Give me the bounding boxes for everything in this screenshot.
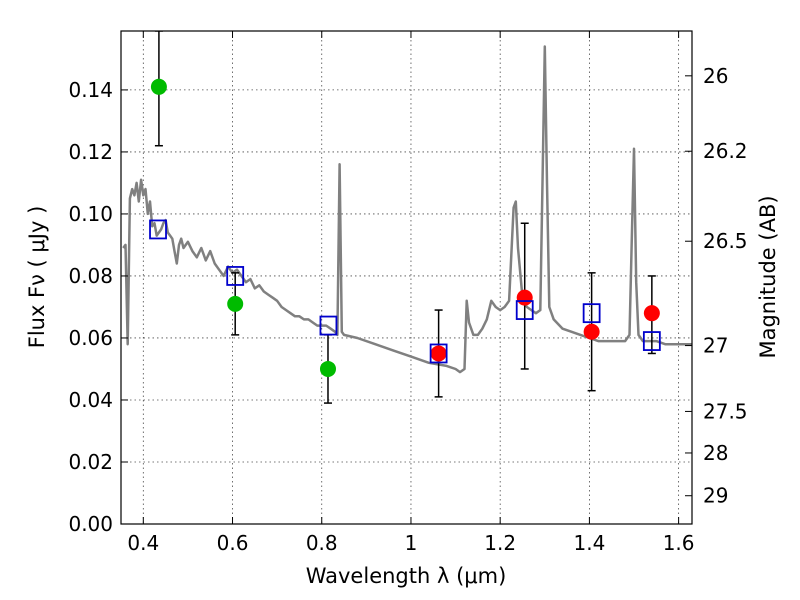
x-tick-label: 0.6 <box>217 531 249 555</box>
data-point-square <box>319 315 338 336</box>
data-point-circle <box>643 305 660 322</box>
data-point-square <box>429 343 448 364</box>
data-point-circle <box>516 289 533 306</box>
y-tick-label: 0.00 <box>68 512 113 536</box>
data-point-square <box>642 331 661 351</box>
x-tick-label: 1.6 <box>663 531 695 555</box>
data-point-circle <box>227 295 244 312</box>
data-point-circle <box>150 78 167 95</box>
y-tick-label: 0.12 <box>68 140 113 164</box>
data-point-circle <box>583 323 600 340</box>
data-point-square <box>149 219 167 240</box>
spectrum-line <box>122 45 692 374</box>
y-tick-label: 0.04 <box>68 388 113 412</box>
data-point-circle <box>430 345 447 362</box>
data-point-circle <box>319 360 336 377</box>
x-tick-label: 1.4 <box>573 531 605 555</box>
plot-frame <box>120 30 693 525</box>
x-tick-label: 0.4 <box>127 531 159 555</box>
grid <box>121 31 692 525</box>
y-tick-label: 0.08 <box>68 264 113 288</box>
x-tick-label: 0.8 <box>306 531 338 555</box>
right-tick-label: 26 <box>703 64 728 88</box>
right-tick-label: 28 <box>703 441 728 465</box>
right-tick-label: 26.2 <box>703 139 748 163</box>
y-axis-title: Flux Fν ( μJy ) <box>25 206 49 349</box>
x-axis-title: Wavelength λ (μm) <box>306 564 507 588</box>
right-axis-title: Magnitude (AB) <box>756 195 780 358</box>
x-tick-label: 1.2 <box>484 531 516 555</box>
x-tick-label: 1 <box>405 531 418 555</box>
right-tick-label: 27.5 <box>703 399 748 423</box>
right-tick-label: 29 <box>703 484 728 508</box>
right-tick-label: 27 <box>703 334 728 358</box>
data-point-square <box>582 303 601 324</box>
y-tick-label: 0.02 <box>68 450 113 474</box>
data-point-square <box>226 266 245 286</box>
y-tick-label: 0.06 <box>68 326 113 350</box>
plot-area <box>122 31 692 404</box>
axes: 0.4 0.6 0.8 1 1.2 1.4 1.6 0.00 0.02 0.04 0.06 0.08 0… <box>68 31 748 555</box>
y-tick-label: 0.10 <box>68 202 113 226</box>
data-point-square <box>515 300 534 320</box>
right-tick-label: 26.5 <box>703 229 748 253</box>
plot-clip-group <box>122 31 692 404</box>
y-tick-label: 0.14 <box>68 78 113 102</box>
